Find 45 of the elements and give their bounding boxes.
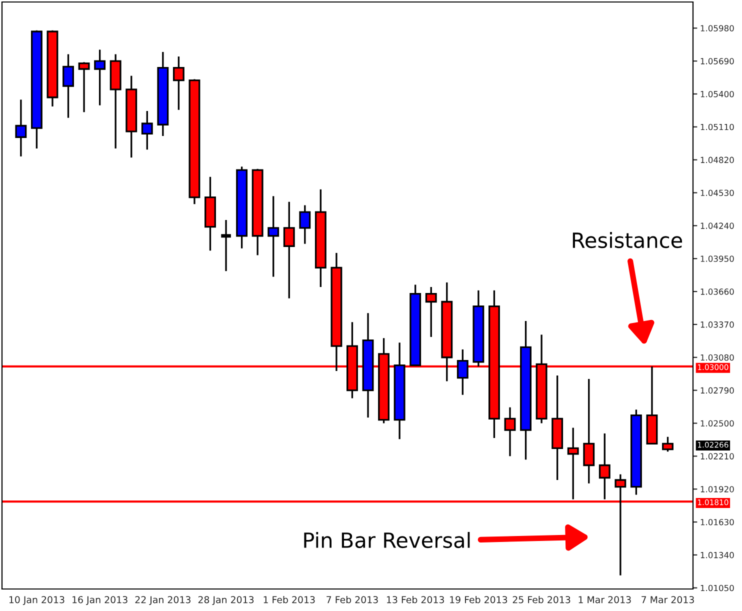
y-tick-label: 1.05110 xyxy=(700,124,734,130)
candlestick xyxy=(299,204,311,245)
x-tick-label: 7 Feb 2013 xyxy=(326,596,378,604)
y-tick-label: 1.01050 xyxy=(700,584,734,592)
x-tick-label: 25 Feb 2013 xyxy=(512,596,570,604)
candlestick xyxy=(583,378,595,484)
candlestick xyxy=(94,48,106,106)
y-tick-label: 1.01920 xyxy=(700,486,734,492)
y-tick-label: 1.03370 xyxy=(700,321,734,328)
y-tick-label: 1.05400 xyxy=(700,90,734,98)
y-tick-label: 1.03660 xyxy=(700,288,734,295)
x-tick-label: 1 Mar 2013 xyxy=(578,596,631,604)
y-tick-label: 1.05980 xyxy=(700,25,734,32)
x-tick-label: 28 Jan 2013 xyxy=(198,596,254,606)
y-tick-label: 1.01340 xyxy=(700,552,734,558)
candlestick xyxy=(15,98,27,158)
candlestick xyxy=(62,53,74,119)
x-tick-label: 1 Feb 2013 xyxy=(264,596,315,604)
y-tick-label: 1.02790 xyxy=(700,387,734,394)
candlestick xyxy=(283,200,295,300)
candlestick xyxy=(141,110,153,150)
annotation: Resistance xyxy=(572,232,682,248)
x-tick-label: 19 Feb 2013 xyxy=(450,596,508,604)
x-tick-label: 10 Jan 2013 xyxy=(9,596,64,606)
x-tick-label: 22 Jan 2013 xyxy=(135,596,190,606)
y-tick-label: 1.04820 xyxy=(700,156,734,164)
candlestick xyxy=(172,56,184,111)
candlestick xyxy=(268,195,280,278)
annotation: Pin Bar Reversal xyxy=(304,532,470,548)
candlestick xyxy=(425,286,437,338)
y-tick-label: 1.03950 xyxy=(700,256,734,262)
candlestick xyxy=(456,348,468,396)
y-tick-label: 1.05690 xyxy=(700,58,734,64)
y-tick-label: 1.01630 xyxy=(700,518,734,526)
candlestick xyxy=(504,406,516,457)
y-tick-label: 1.02500 xyxy=(700,420,734,427)
x-tick-label: 13 Feb 2013 xyxy=(386,596,444,604)
y-tick-label: 1.04240 xyxy=(700,222,734,229)
y-tick-label: 1.04530 xyxy=(700,190,734,196)
candlestick xyxy=(662,436,674,452)
y-tick-label: 1.03080 xyxy=(700,354,734,361)
y-tick-label: 1.02210 xyxy=(700,453,734,460)
x-tick-label: 16 Jan 2013 xyxy=(72,596,128,606)
candlestick xyxy=(78,61,90,113)
x-tick-label: 7 Mar 2013 xyxy=(642,596,694,604)
